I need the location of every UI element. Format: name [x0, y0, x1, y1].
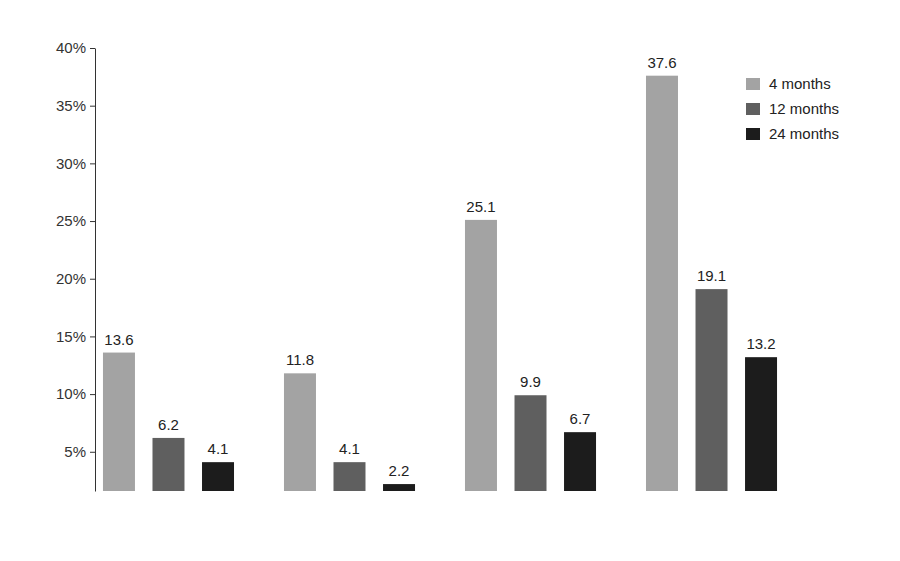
bar: [383, 484, 415, 491]
y-tick: 15%: [56, 328, 95, 345]
bar: [465, 220, 497, 491]
data-label: 11.8: [286, 351, 314, 368]
data-labels: 13.6 11.8 25.1 37.6 6.2 4.1 9.9 19.1 4.1 2.2 6.7 13…: [104, 54, 775, 479]
bar: [284, 373, 316, 491]
bar: [103, 353, 135, 491]
y-tick-mark: [90, 106, 95, 107]
bar: [333, 462, 365, 491]
y-tick-label: 20%: [56, 270, 86, 287]
legend-label: 4 months: [769, 75, 831, 92]
bar: [202, 462, 234, 491]
y-tick-mark: [90, 279, 95, 280]
legend-item: 24 months: [746, 125, 839, 142]
bar: [696, 289, 728, 491]
data-label: 19.1: [697, 267, 726, 284]
legend-swatch: [746, 128, 760, 140]
legend: 4 months 12 months 24 months: [746, 75, 839, 142]
y-tick-mark: [90, 48, 95, 49]
y-tick: 5%: [64, 443, 95, 460]
y-tick: 20%: [56, 270, 95, 287]
y-tick-label: 15%: [56, 328, 86, 345]
bar: [745, 357, 777, 491]
bars: [103, 76, 777, 491]
bar: [564, 432, 596, 491]
bar: [646, 76, 678, 491]
data-label: 2.2: [389, 462, 410, 479]
legend-label: 24 months: [769, 125, 839, 142]
y-tick: 10%: [56, 385, 95, 402]
y-tick-label: 10%: [56, 385, 86, 402]
legend-swatch: [746, 103, 760, 115]
legend-item: 12 months: [746, 100, 839, 117]
y-tick: 25%: [56, 212, 95, 229]
y-tick-label: 40%: [56, 39, 86, 56]
data-label: 9.9: [520, 373, 541, 390]
legend-label: 12 months: [769, 100, 839, 117]
data-label: 6.7: [570, 410, 591, 427]
y-axis-line: [95, 49, 96, 492]
data-label: 37.6: [647, 54, 676, 71]
y-tick: 30%: [56, 155, 95, 172]
y-tick-mark: [90, 394, 95, 395]
chart: 5% 10% 15% 20% 25% 30% 35% 40% 13.6 11.8 25.1 37.6 6…: [0, 0, 900, 561]
y-tick-mark: [90, 221, 95, 222]
y-tick-mark: [90, 336, 95, 337]
legend-swatch: [746, 78, 760, 90]
y-axis: 5% 10% 15% 20% 25% 30% 35% 40%: [56, 39, 96, 491]
y-tick-label: 30%: [56, 155, 86, 172]
data-label: 25.1: [466, 198, 495, 215]
y-tick-mark: [90, 163, 95, 164]
data-label: 6.2: [158, 416, 179, 433]
y-tick-mark: [90, 452, 95, 453]
y-tick-label: 25%: [56, 212, 86, 229]
y-tick: 40%: [56, 39, 95, 56]
data-label: 13.6: [104, 331, 133, 348]
y-tick-label: 5%: [64, 443, 86, 460]
data-label: 4.1: [208, 440, 229, 457]
bar: [152, 438, 184, 491]
data-label: 13.2: [746, 335, 775, 352]
legend-item: 4 months: [746, 75, 831, 92]
y-tick: 35%: [56, 97, 95, 114]
y-tick-label: 35%: [56, 97, 86, 114]
data-label: 4.1: [339, 440, 360, 457]
bar: [515, 395, 547, 491]
background: [0, 0, 900, 561]
